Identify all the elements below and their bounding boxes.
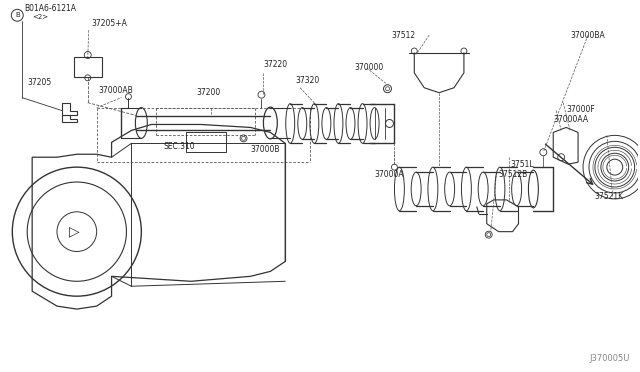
- Text: 370000: 370000: [355, 63, 384, 73]
- Text: 37000AB: 37000AB: [99, 86, 133, 95]
- Text: B: B: [15, 12, 20, 18]
- Bar: [74, 57, 102, 77]
- Text: 37000A: 37000A: [374, 170, 404, 179]
- Text: 3751L: 3751L: [511, 160, 534, 169]
- Text: 37320: 37320: [295, 76, 319, 85]
- Text: 37200: 37200: [196, 88, 220, 97]
- Text: 37000AA: 37000AA: [553, 115, 588, 124]
- Text: SEC.310: SEC.310: [163, 142, 195, 151]
- Text: B01A6-6121A: B01A6-6121A: [24, 4, 76, 13]
- Text: 37220: 37220: [264, 60, 287, 70]
- Text: 37000BA: 37000BA: [570, 31, 605, 40]
- Text: 37000F: 37000F: [566, 105, 595, 114]
- Bar: [186, 132, 226, 152]
- Text: 37521K: 37521K: [594, 192, 623, 201]
- Text: J370005U: J370005U: [589, 354, 630, 363]
- Text: 37000B: 37000B: [250, 145, 280, 154]
- Text: ▷: ▷: [68, 225, 79, 239]
- Text: <2>: <2>: [32, 14, 48, 20]
- Text: 37205+A: 37205+A: [92, 19, 127, 28]
- Text: 37205: 37205: [28, 78, 51, 87]
- Text: 37512: 37512: [392, 31, 415, 40]
- Text: 37512B: 37512B: [499, 170, 528, 179]
